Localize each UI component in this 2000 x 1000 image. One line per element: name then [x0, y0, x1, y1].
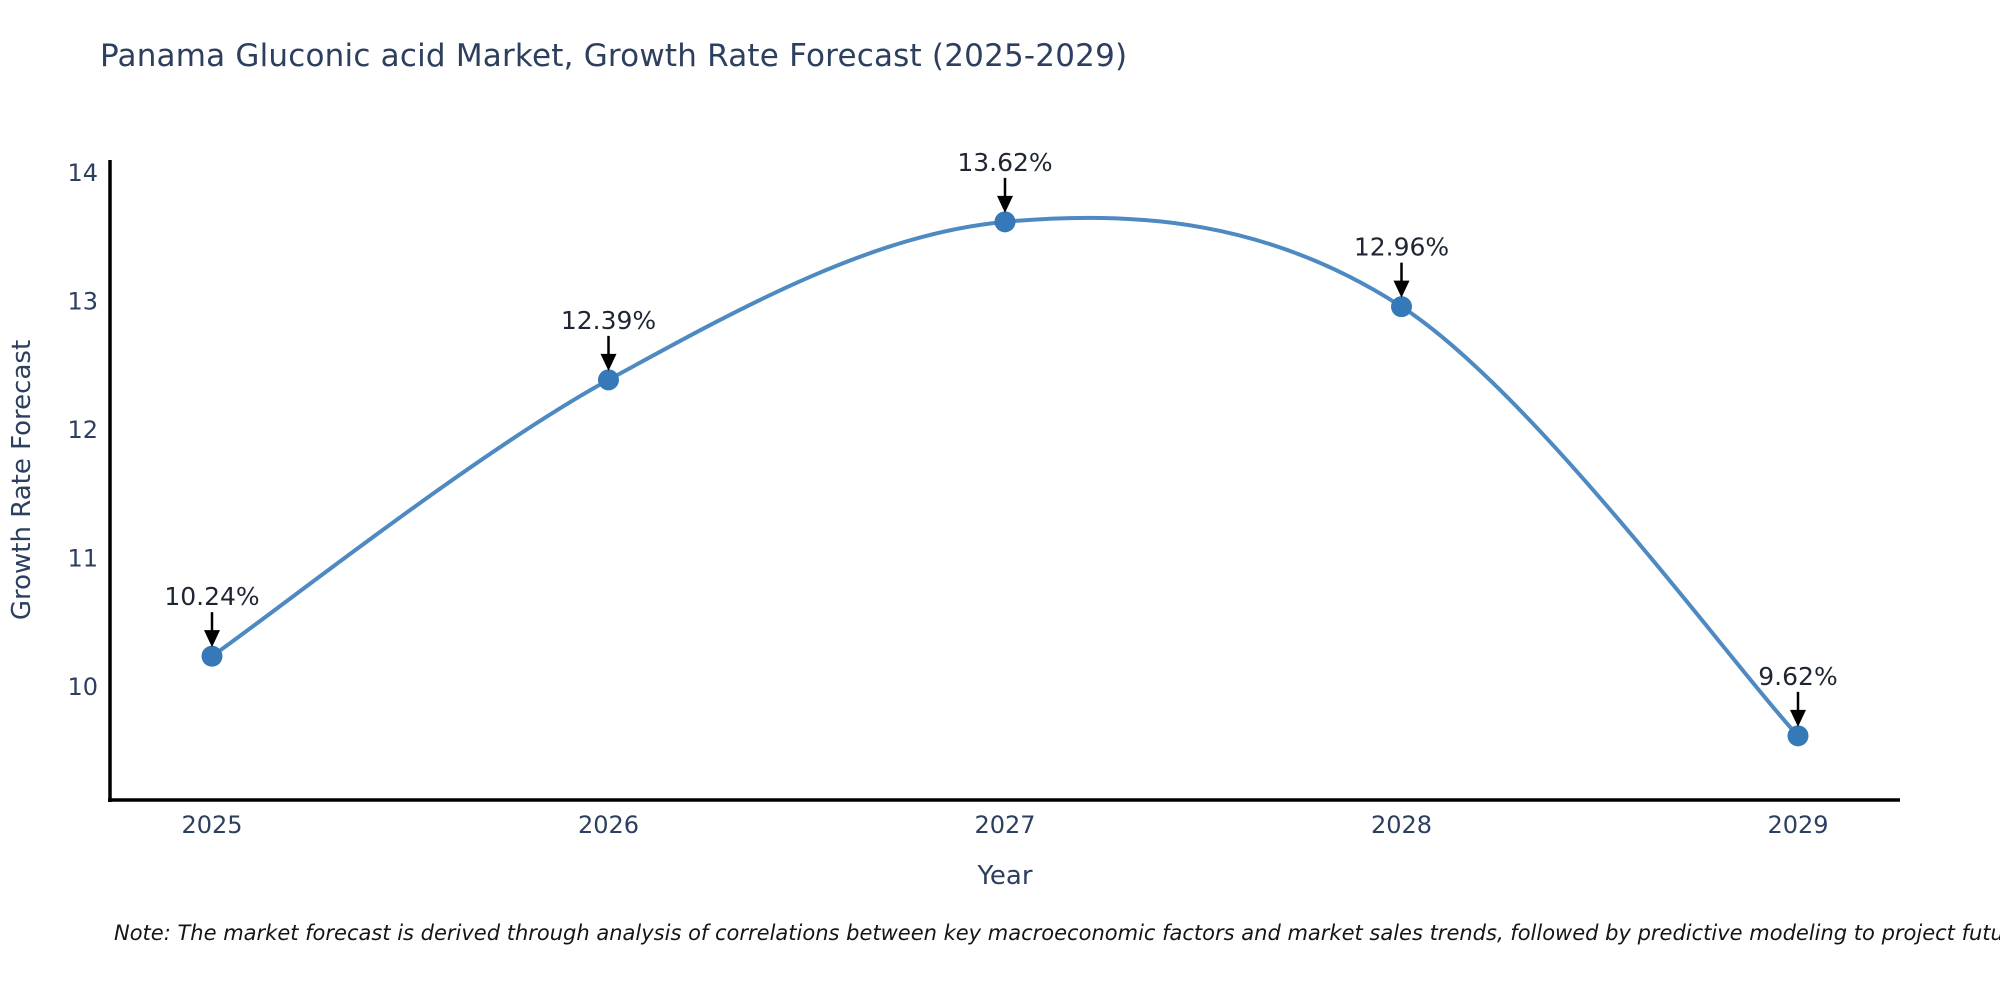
annotation-label-2029: 9.62%: [1758, 662, 1837, 691]
y-tick-label-12: 12: [67, 416, 98, 444]
x-tick-label-2028: 2028: [1371, 811, 1432, 839]
x-tick-label-2027: 2027: [974, 811, 1035, 839]
chart-title: Panama Gluconic acid Market, Growth Rate…: [100, 38, 1128, 74]
data-point-2025[interactable]: [201, 645, 223, 667]
annotation-arrowhead-icon: [997, 195, 1013, 213]
y-tick-label-13: 13: [67, 288, 98, 316]
annotation-label-2025: 10.24%: [164, 582, 259, 611]
annotation-arrowhead-icon: [1393, 280, 1410, 298]
data-point-2026[interactable]: [598, 369, 619, 391]
x-tick-label-2026: 2026: [578, 811, 639, 839]
annotation-label-2027: 13.62%: [957, 148, 1052, 177]
x-tick-label-2025: 2025: [181, 811, 242, 839]
annotation-label-2028: 12.96%: [1354, 233, 1449, 262]
annotation-arrowhead-icon: [1790, 709, 1806, 727]
y-axis-title: Growth Rate Forecast: [7, 340, 37, 620]
y-tick-label-11: 11: [67, 545, 98, 573]
data-point-2029[interactable]: [1787, 725, 1809, 747]
y-tick-label-14: 14: [67, 159, 98, 187]
annotation-arrowhead-icon: [600, 353, 617, 371]
annotation-label-2026: 12.39%: [561, 306, 656, 335]
footnote: Note: The market forecast is derived thr…: [114, 921, 2000, 945]
data-point-2027[interactable]: [994, 211, 1016, 233]
y-tick-label-10: 10: [67, 673, 98, 701]
annotation-arrowhead-icon: [204, 630, 220, 648]
x-tick-label-2029: 2029: [1767, 811, 1828, 839]
forecast-line: [210, 215, 1800, 738]
data-point-2028[interactable]: [1391, 296, 1412, 318]
x-axis-title: Year: [976, 861, 1032, 891]
